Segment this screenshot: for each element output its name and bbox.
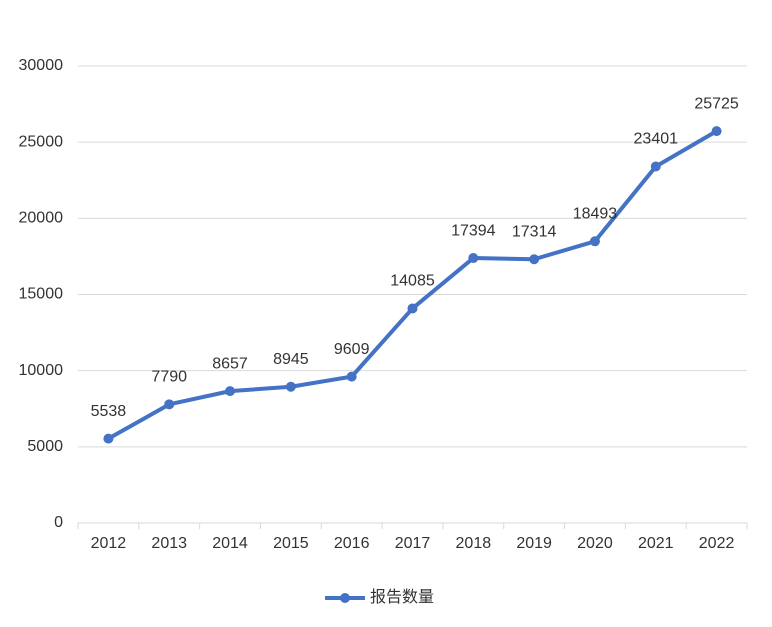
data-label: 5538 bbox=[91, 403, 127, 420]
y-tick-label: 15000 bbox=[19, 286, 64, 303]
data-point bbox=[346, 371, 357, 382]
data-point bbox=[589, 236, 600, 247]
x-tick-label: 2021 bbox=[638, 535, 674, 552]
data-label: 17394 bbox=[451, 222, 496, 239]
x-tick-label: 2013 bbox=[151, 535, 187, 552]
data-point bbox=[285, 381, 296, 392]
x-tick-label: 2018 bbox=[456, 535, 492, 552]
x-tick-label: 2019 bbox=[516, 535, 552, 552]
x-tick-label: 2020 bbox=[577, 535, 613, 552]
y-tick-label: 30000 bbox=[19, 57, 64, 74]
data-label: 14085 bbox=[390, 273, 435, 290]
data-label: 9609 bbox=[334, 341, 370, 358]
y-tick-label: 10000 bbox=[19, 362, 64, 379]
data-point bbox=[650, 161, 661, 172]
data-label: 7790 bbox=[151, 369, 187, 386]
legend-label: 报告数量 bbox=[370, 588, 434, 606]
x-tick-label: 2015 bbox=[273, 535, 309, 552]
data-point bbox=[711, 126, 722, 137]
y-tick-label: 5000 bbox=[27, 438, 63, 455]
y-tick-label: 25000 bbox=[19, 133, 64, 150]
data-label: 25725 bbox=[694, 95, 739, 112]
x-tick-label: 2016 bbox=[334, 535, 370, 552]
x-tick-label: 2022 bbox=[699, 535, 735, 552]
data-label: 23401 bbox=[634, 131, 679, 148]
data-point bbox=[103, 433, 114, 444]
x-tick-label: 2017 bbox=[395, 535, 431, 552]
y-tick-label: 0 bbox=[54, 514, 63, 531]
legend-marker bbox=[340, 593, 350, 603]
x-tick-label: 2014 bbox=[212, 535, 248, 552]
data-point bbox=[407, 303, 418, 314]
data-point bbox=[225, 386, 236, 397]
data-label: 8657 bbox=[212, 355, 248, 372]
data-label: 8945 bbox=[273, 351, 309, 368]
data-point bbox=[164, 399, 175, 410]
data-point bbox=[529, 254, 540, 265]
data-label: 18493 bbox=[573, 206, 618, 223]
y-tick-label: 20000 bbox=[19, 210, 64, 227]
data-label: 17314 bbox=[512, 223, 557, 240]
data-point bbox=[468, 253, 479, 264]
x-tick-label: 2012 bbox=[91, 535, 127, 552]
